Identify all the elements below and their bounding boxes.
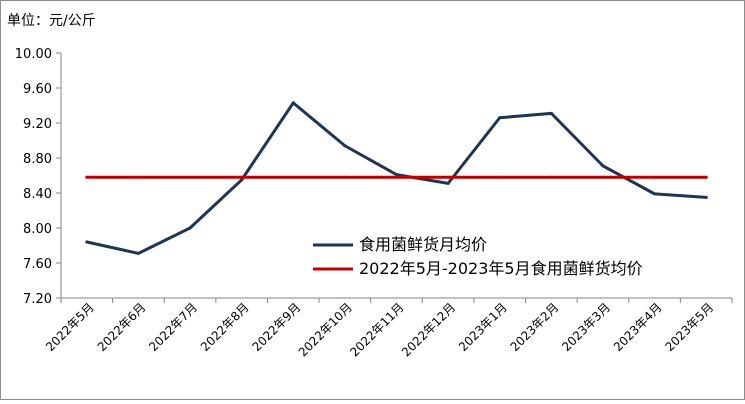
series-1-point <box>653 175 657 179</box>
series-layer <box>85 101 708 255</box>
series-0-point <box>498 116 502 120</box>
series-0-point <box>549 111 553 115</box>
series-1-point <box>704 175 708 179</box>
x-tick-label: 2023年5月 <box>662 300 716 354</box>
x-tick-label: 2023年3月 <box>559 300 613 354</box>
x-tick-label: 2023年1月 <box>456 300 510 354</box>
y-tick-label: 9.60 <box>23 82 52 97</box>
y-tick-label: 10.00 <box>15 47 52 62</box>
series-1-point <box>446 175 450 179</box>
series-0-point <box>85 240 89 244</box>
x-tick-label: 2022年11月 <box>347 300 406 359</box>
x-tick-label: 2022年10月 <box>296 300 355 359</box>
series-1-point <box>601 175 605 179</box>
y-tick-label: 7.20 <box>23 292 52 307</box>
series-1-point <box>188 175 192 179</box>
unit-label: 单位：元/公斤 <box>7 13 96 29</box>
series-1-point <box>395 175 398 179</box>
series-0-point <box>136 251 140 255</box>
series-0-point <box>188 226 192 230</box>
series-0-point <box>343 144 347 148</box>
x-tick-label: 2022年12月 <box>399 300 458 359</box>
series-1-point <box>291 175 295 179</box>
x-tick-label: 2022年9月 <box>250 300 304 354</box>
x-tick-label: 2022年8月 <box>198 300 252 354</box>
y-tick-label: 8.80 <box>23 152 52 167</box>
legend: 食用菌鲜货月均价 2022年5月-2023年5月食用菌鲜货均价 <box>313 235 643 278</box>
y-tick-label: 8.40 <box>23 187 52 202</box>
x-tick-label: 2022年6月 <box>95 300 149 354</box>
series-1-point <box>240 175 244 179</box>
x-tick-label: 2022年5月 <box>43 300 97 354</box>
legend-label: 食用菌鲜货月均价 <box>359 235 487 254</box>
series-0-point <box>240 178 244 182</box>
y-tick-label: 9.20 <box>23 117 52 132</box>
x-tick-label: 2022年7月 <box>146 300 200 354</box>
y-tick-label: 7.60 <box>23 257 52 272</box>
series-1-point <box>498 175 502 179</box>
y-tick-label: 8.00 <box>23 222 52 237</box>
series-0-point <box>704 195 708 199</box>
x-tick-label: 2023年2月 <box>508 300 562 354</box>
x-axis: 2022年5月2022年6月2022年7月2022年8月2022年9月2022年… <box>43 297 733 359</box>
series-0-point <box>653 192 657 196</box>
series-1-point <box>549 175 553 179</box>
y-axis: 10.00 9.60 9.20 8.80 8.40 8.00 7.60 7.20 <box>15 47 62 307</box>
x-tick-label: 2023年4月 <box>611 300 665 354</box>
series-0-point <box>291 101 295 105</box>
legend-label: 2022年5月-2023年5月食用菌鲜货均价 <box>359 259 643 278</box>
series-0-point <box>395 173 398 177</box>
series-0-point <box>446 181 450 185</box>
series-1-point <box>343 175 347 179</box>
series-0-point <box>601 164 605 168</box>
series-1-point <box>85 175 89 179</box>
series-1-point <box>136 175 140 179</box>
